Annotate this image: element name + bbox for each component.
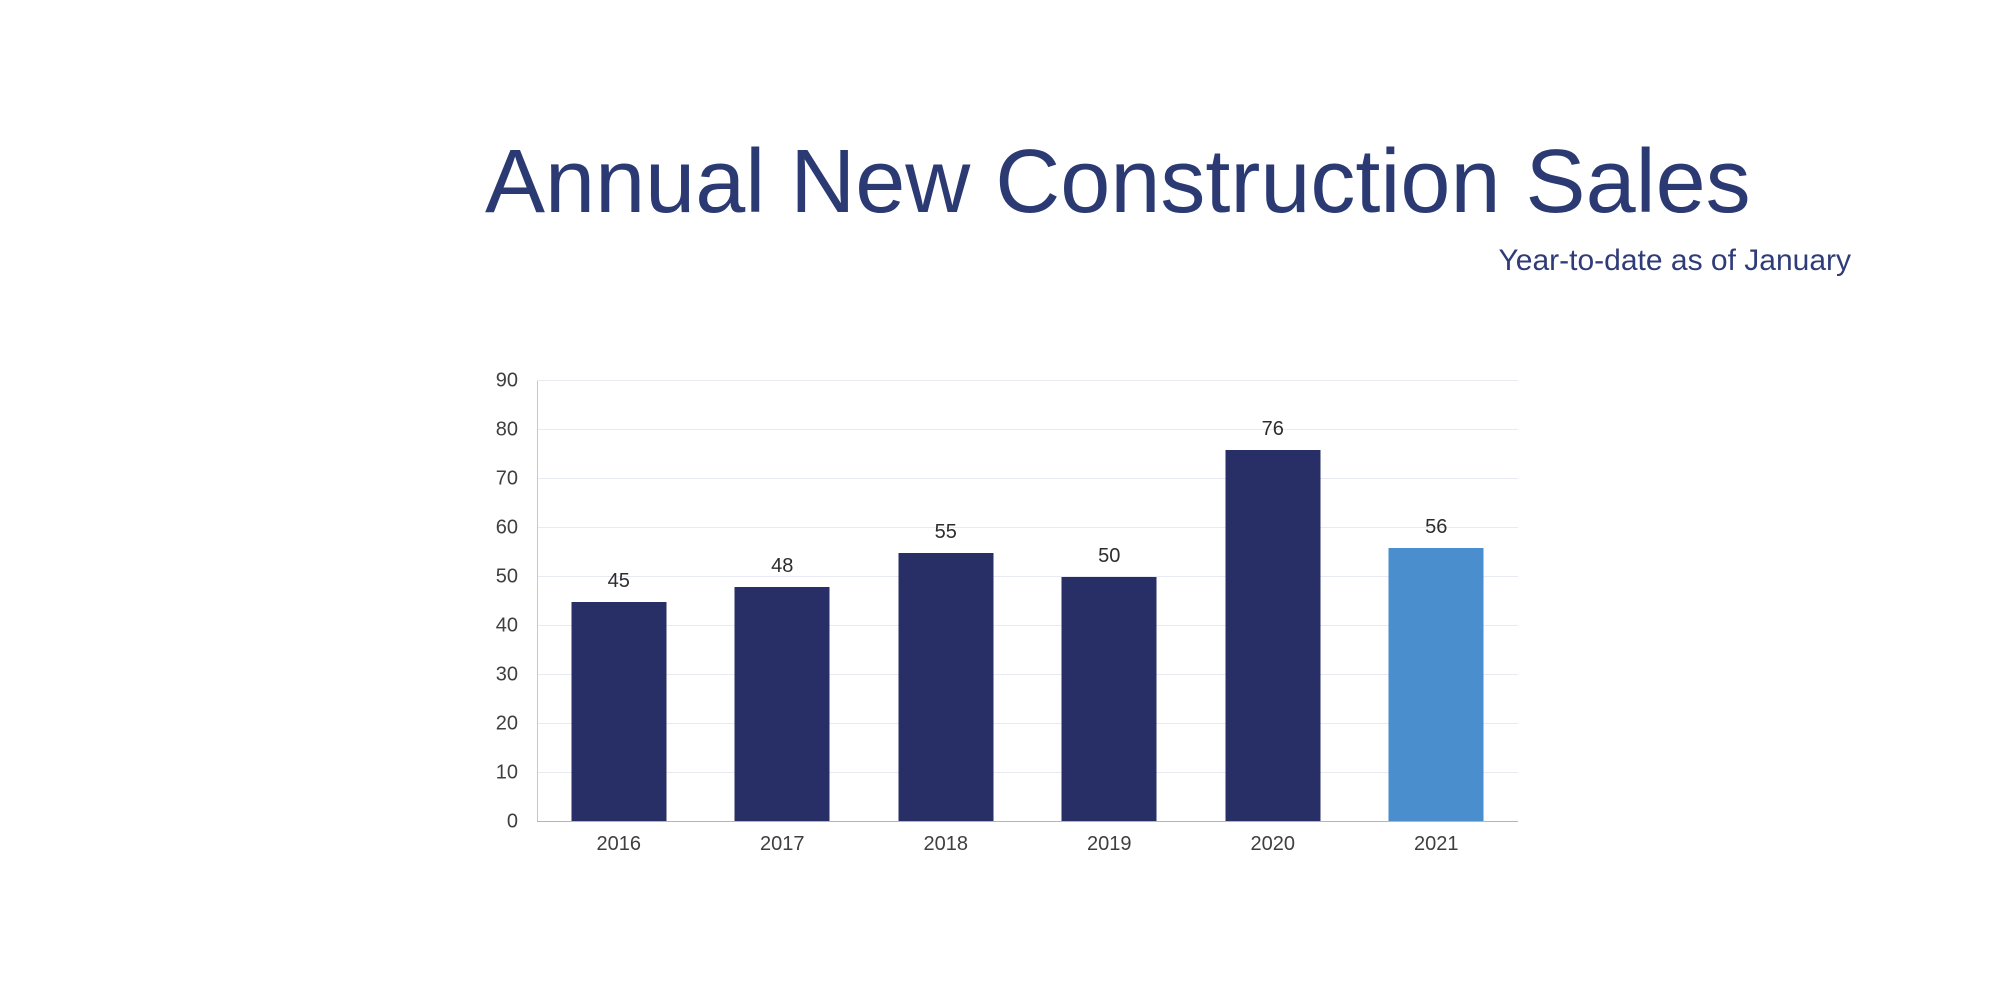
chart-header: Annual New Construction Sales Year-to-da… bbox=[485, 135, 1851, 278]
bar-band-2016: 45 2016 bbox=[537, 381, 701, 855]
gridline-90 bbox=[537, 380, 1518, 381]
bar-2021: 56 bbox=[1388, 516, 1484, 822]
x-tick-label-2018: 2018 bbox=[923, 833, 969, 855]
y-axis-line bbox=[537, 381, 538, 822]
y-tick-label-90: 90 bbox=[495, 369, 518, 392]
y-tick-label-60: 60 bbox=[495, 516, 518, 539]
gridline-10 bbox=[537, 772, 1518, 773]
x-tick-label-2019: 2019 bbox=[1087, 833, 1132, 855]
gridline-60 bbox=[537, 527, 1518, 528]
bar-value-label-2019: 50 bbox=[1098, 545, 1121, 567]
y-tick-label-10: 10 bbox=[495, 761, 518, 784]
plot-area: 0 10 20 30 40 50 60 70 80 90 45 2016 48 2017 55 2018 50 2… bbox=[496, 370, 1519, 855]
y-tick-label-80: 80 bbox=[495, 418, 518, 441]
bar-value-label-2020: 76 bbox=[1261, 417, 1284, 440]
gridline-50 bbox=[537, 576, 1518, 577]
gridline-20 bbox=[537, 723, 1518, 724]
y-tick-label-20: 20 bbox=[495, 712, 518, 735]
y-tick-label-70: 70 bbox=[495, 467, 518, 490]
chart-subtitle: Year-to-date as of January bbox=[1498, 243, 1851, 277]
chart-title: Annual New Construction Sales bbox=[485, 132, 1751, 232]
x-tick-label-2017: 2017 bbox=[760, 833, 805, 855]
y-tick-label-30: 30 bbox=[495, 663, 518, 686]
bar-band-2021: 56 2021 bbox=[1355, 381, 1519, 855]
bar-2018: 55 bbox=[898, 521, 994, 822]
y-tick-label-0: 0 bbox=[506, 810, 518, 833]
bar-value-label-2017: 48 bbox=[771, 554, 794, 577]
bar-2019: 50 bbox=[1061, 545, 1157, 822]
x-tick-label-2020: 2020 bbox=[1250, 833, 1296, 855]
bar-2017: 48 bbox=[734, 555, 830, 822]
gridline-30 bbox=[537, 674, 1518, 675]
y-tick-label-50: 50 bbox=[495, 565, 518, 588]
bar-band-2018: 55 2018 bbox=[864, 381, 1028, 855]
bar-2016: 45 bbox=[571, 570, 667, 822]
x-tick-label-2016: 2016 bbox=[596, 833, 642, 855]
x-axis-line bbox=[537, 821, 1518, 822]
gridline-70 bbox=[537, 478, 1518, 479]
y-tick-label-40: 40 bbox=[495, 614, 518, 637]
gridline-80 bbox=[537, 429, 1518, 430]
bar-value-label-2018: 55 bbox=[934, 520, 957, 543]
bar-band-2020: 76 2020 bbox=[1191, 381, 1355, 855]
bar-value-label-2021: 56 bbox=[1425, 515, 1448, 538]
bar-2020: 76 bbox=[1225, 418, 1321, 822]
gridline-40 bbox=[537, 625, 1518, 626]
bar-band-2017: 48 2017 bbox=[701, 381, 865, 855]
bar-band-2019: 50 2019 bbox=[1028, 381, 1192, 855]
x-tick-label-2021: 2021 bbox=[1414, 833, 1459, 855]
bar-value-label-2016: 45 bbox=[607, 569, 630, 592]
